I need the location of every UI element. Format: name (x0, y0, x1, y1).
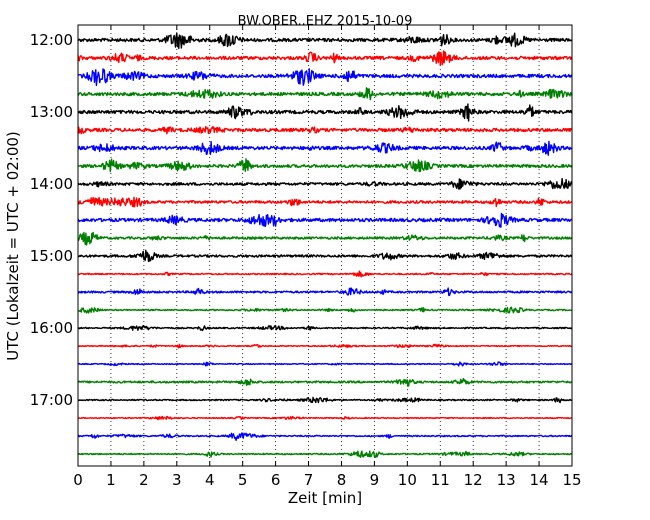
y-axis-ticks: 12:00 13:00 14:00 15:00 16:00 17:00 (30, 31, 572, 409)
plot-frame (77, 24, 573, 467)
y-tick-label: 13:00 (30, 103, 73, 121)
trace-line (77, 432, 573, 442)
trace-line (77, 125, 573, 135)
trace-line (77, 177, 573, 190)
trace-line (77, 212, 573, 228)
trace-line (77, 196, 573, 208)
x-tick-label: 4 (205, 471, 215, 489)
trace-line (77, 140, 573, 156)
trace-line (77, 68, 573, 87)
x-tick-label: 0 (73, 471, 83, 489)
trace-line (77, 361, 573, 367)
x-tick-label: 1 (106, 471, 116, 489)
y-tick-label: 15:00 (30, 247, 73, 265)
x-tick-label: 15 (562, 471, 581, 489)
trace-line (77, 343, 573, 349)
y-tick-label: 17:00 (30, 391, 73, 409)
grid-lines (110, 25, 540, 466)
x-tick-label: 9 (370, 471, 380, 489)
x-tick-label: 2 (139, 471, 149, 489)
y-axis-label: UTC (Lokalzeit = UTC + 02:00) (4, 131, 22, 361)
trace-line (77, 450, 573, 458)
x-tick-label: 7 (304, 471, 314, 489)
trace-line (77, 32, 573, 50)
trace-line (77, 158, 573, 173)
trace-line (77, 87, 573, 101)
trace-series (77, 32, 573, 458)
x-axis-label: Zeit [min] (288, 489, 362, 507)
trace-line (77, 50, 573, 67)
y-tick-label: 16:00 (30, 319, 73, 337)
x-tick-label: 11 (431, 471, 450, 489)
trace-line (77, 249, 573, 263)
y-tick-label: 12:00 (30, 31, 73, 49)
trace-line (77, 396, 573, 404)
x-axis-ticks: 0 1 2 3 4 5 6 7 8 9 10 11 12 13 14 15 (73, 25, 582, 489)
chart-title: BW.OBER..EHZ 2015-10-09 (238, 14, 413, 29)
x-tick-label: 3 (172, 471, 182, 489)
trace-line (77, 306, 573, 314)
trace-line (77, 415, 573, 421)
trace-line (77, 103, 573, 122)
trace-line (77, 324, 573, 332)
trace-line (77, 287, 573, 297)
x-tick-label: 5 (238, 471, 248, 489)
x-tick-label: 12 (464, 471, 483, 489)
trace-line (77, 231, 573, 246)
trace-line (77, 377, 573, 387)
x-tick-label: 14 (530, 471, 549, 489)
x-tick-label: 8 (337, 471, 347, 489)
x-tick-label: 13 (497, 471, 516, 489)
y-tick-label: 14:00 (30, 175, 73, 193)
trace-line (77, 270, 573, 278)
x-tick-label: 6 (271, 471, 281, 489)
x-tick-label: 10 (398, 471, 417, 489)
